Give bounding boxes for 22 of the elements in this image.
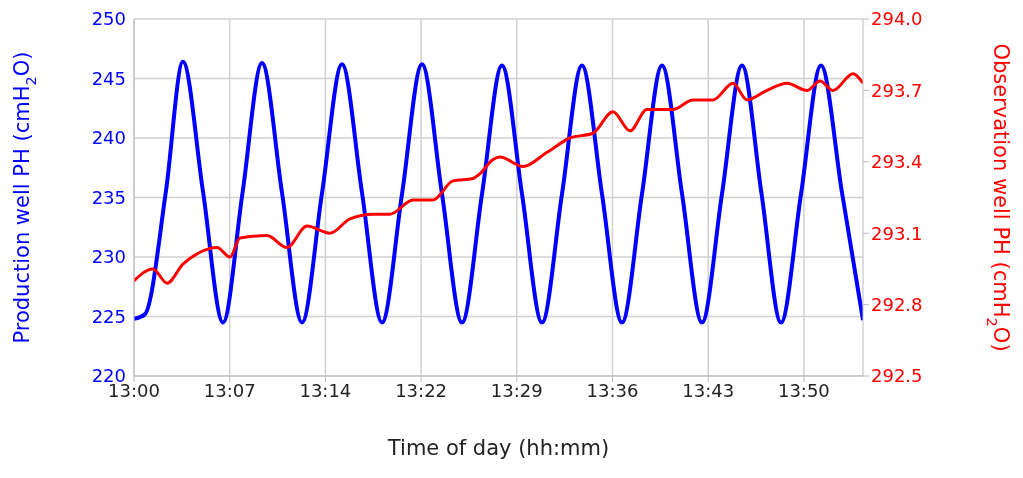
- y2-tick-label: 293.1: [871, 222, 923, 244]
- x-tick-label: 13:29: [490, 379, 543, 401]
- x-axis-title: Time of day (hh:mm): [386, 436, 610, 460]
- y2-tick-label: 293.4: [871, 151, 923, 173]
- x-tick-label: 13:22: [395, 379, 448, 401]
- x-tick-label: 13:14: [299, 379, 352, 401]
- y-tick-label: 235: [91, 186, 126, 208]
- y-tick-label: 230: [91, 246, 126, 268]
- x-tick-label: 13:43: [682, 379, 735, 401]
- x-tick-label: 13:50: [777, 379, 830, 401]
- x-tick-label: 13:36: [586, 379, 639, 401]
- y-tick-label: 245: [91, 67, 126, 89]
- line-series: [134, 72, 863, 285]
- y2-tick-label: 292.5: [871, 365, 923, 387]
- y-tick-label: 250: [91, 8, 126, 30]
- line-series: [134, 59, 863, 325]
- y2-tick-label: 293.7: [871, 79, 923, 101]
- y2-tick-label: 292.8: [871, 293, 923, 315]
- y-tick-label: 225: [91, 305, 126, 327]
- y2-tick-label: 294.0: [871, 8, 923, 30]
- x-tick-label: 13:07: [203, 379, 256, 401]
- y-tick-label: 240: [91, 127, 126, 149]
